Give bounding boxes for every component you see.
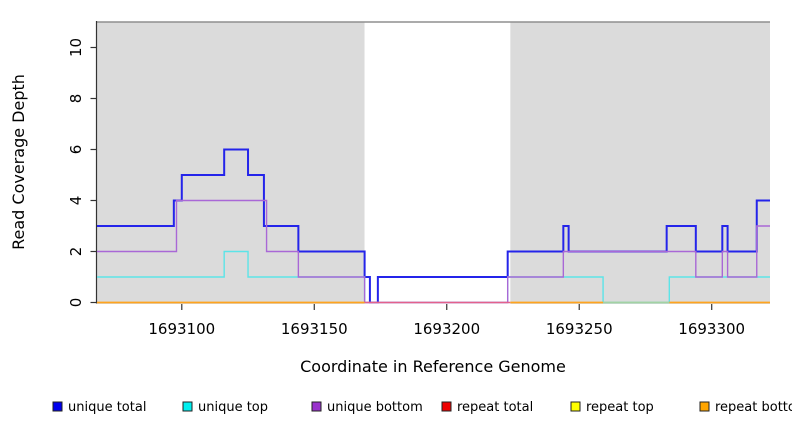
x-axis-title: Coordinate in Reference Genome [300,357,566,376]
y-tick-label: 2 [67,247,85,257]
plot-background-white-gap [364,22,511,304]
legend-label-repeat-top: repeat top [586,400,654,415]
y-tick-label: 0 [67,298,85,308]
legend-swatch-repeat-total [441,401,452,412]
x-tick-label: 1693300 [678,320,745,338]
legend-swatch-unique-bottom [311,401,322,412]
legend-label-unique-top: unique top [198,400,268,415]
series-layer [97,148,770,304]
y-tick-label: 6 [67,145,85,155]
legend-label-repeat-total: repeat total [457,400,533,415]
legend-label-unique-total: unique total [68,400,146,415]
x-tick-label: 1693150 [281,320,348,338]
legend-label-repeat-bottom: repeat bottom [715,400,792,415]
legend-swatch-repeat-bottom [699,401,710,412]
legend: unique total unique top unique bottom repea… [52,400,792,415]
plot-background-shaded-region-right [510,22,770,304]
legend-label-unique-bottom: unique bottom [327,400,423,415]
y-tick-label: 4 [67,196,85,206]
x-tick-label: 1693100 [148,320,215,338]
plot-background-shaded-region-left [97,22,365,304]
legend-swatch-unique-top [182,401,193,412]
y-tick-label: 8 [67,94,85,104]
x-tick-label: 1693200 [413,320,480,338]
x-tick-label: 1693250 [546,320,613,338]
y-tick-label: 10 [67,38,85,57]
series-line-unique-bottom [97,199,770,304]
series-line-unique-total [97,148,770,304]
legend-swatch-repeat-top [570,401,581,412]
legend-swatch-unique-total [52,401,63,412]
y-axis-title: Read Coverage Depth [9,74,28,250]
plot-background-layer [97,21,770,304]
axis-layer: 0 2 4 6 8 10 1693100 1693150 1693200 1693250 16933… [67,21,745,338]
